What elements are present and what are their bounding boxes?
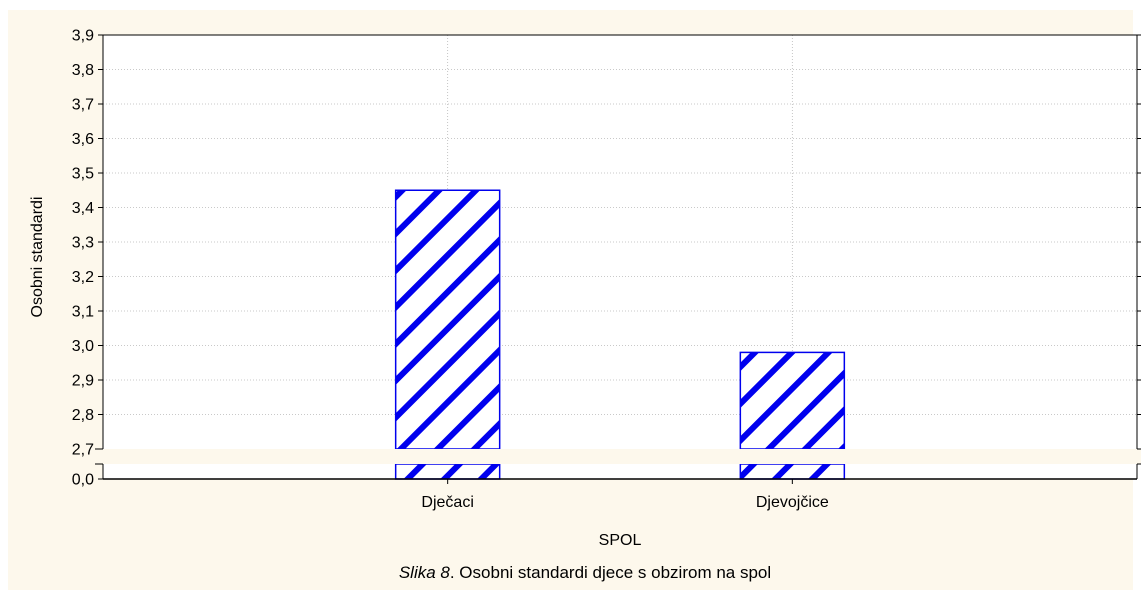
axis-break-band bbox=[90, 449, 1141, 464]
y-tick-label-zero: 0,0 bbox=[72, 472, 94, 489]
caption-prefix: Slika 8 bbox=[399, 563, 451, 582]
bar bbox=[739, 351, 846, 450]
y-tick-label: 2,9 bbox=[72, 373, 94, 390]
y-tick-label: 3,5 bbox=[72, 166, 94, 183]
plot-area bbox=[103, 35, 1137, 479]
y-tick-label: 3,0 bbox=[72, 338, 94, 355]
y-tick-label: 2,7 bbox=[72, 442, 94, 459]
y-tick-label: 3,2 bbox=[72, 269, 94, 286]
y-tick-label: 3,6 bbox=[72, 131, 94, 148]
bar bbox=[394, 189, 501, 450]
x-tick-label: Dječaci bbox=[421, 494, 473, 511]
y-tick-label: 2,8 bbox=[72, 407, 94, 424]
y-ticks: 2,7 2,8 2,9 3,0 3,1 3,2 3,3 3,4 3,5 3,6 3,7 3,8 3,9 0… bbox=[72, 28, 1141, 489]
y-tick-label: 3,1 bbox=[72, 304, 94, 321]
x-tick-label: Djevojčice bbox=[756, 494, 829, 511]
bar-stub bbox=[394, 463, 501, 480]
y-tick-label: 3,9 bbox=[72, 28, 94, 45]
bars bbox=[394, 189, 846, 480]
caption-text: . Osobni standardi djece s obzirom na sp… bbox=[450, 563, 771, 582]
y-tick-label: 3,7 bbox=[72, 97, 94, 114]
y-axis-label: Osobni standardi bbox=[29, 197, 46, 318]
y-tick-label: 3,4 bbox=[72, 200, 94, 217]
y-tick-label: 3,3 bbox=[72, 235, 94, 252]
x-axis-label: SPOL bbox=[599, 532, 642, 549]
figure-caption: Slika 8. Osobni standardi djece s obziro… bbox=[399, 563, 771, 582]
bar-stub bbox=[739, 463, 846, 480]
x-ticks: Dječaci Djevojčice bbox=[421, 479, 829, 511]
y-tick-label: 3,8 bbox=[72, 62, 94, 79]
